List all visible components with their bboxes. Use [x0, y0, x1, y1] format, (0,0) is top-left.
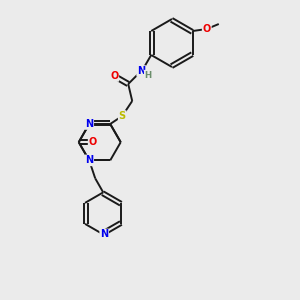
Text: N: N — [85, 155, 93, 165]
Text: O: O — [88, 137, 97, 147]
Text: H: H — [145, 70, 152, 80]
Text: O: O — [203, 24, 211, 34]
Text: S: S — [119, 111, 126, 121]
Text: O: O — [110, 71, 118, 81]
Text: N: N — [85, 119, 93, 129]
Text: N: N — [100, 230, 108, 239]
Text: N: N — [137, 66, 145, 76]
